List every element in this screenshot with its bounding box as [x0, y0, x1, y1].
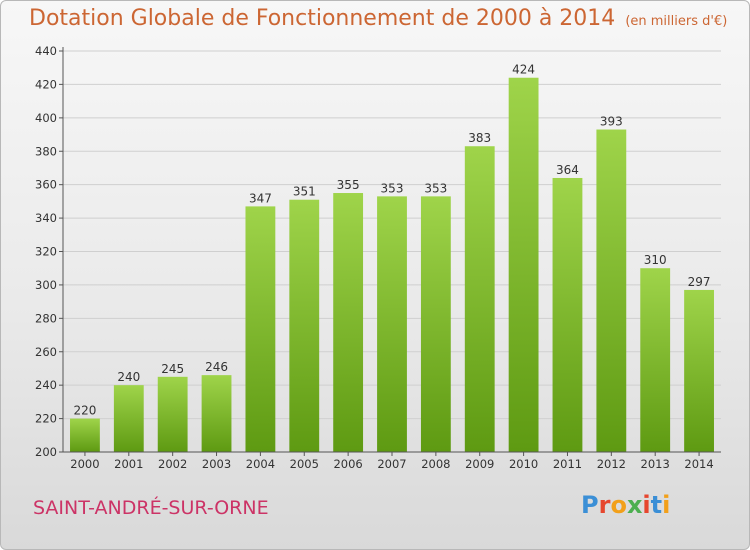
y-tick-label: 440	[35, 44, 57, 58]
bar[interactable]	[596, 129, 627, 452]
x-tick-label: 2000	[70, 457, 99, 471]
axes	[59, 47, 721, 456]
x-tick-label: 2003	[202, 457, 231, 471]
x-tick-label: 2014	[684, 457, 713, 471]
x-tick-label: 2005	[290, 457, 319, 471]
data-label: 383	[468, 131, 491, 145]
commune-name: SAINT-ANDRÉ-SUR-ORNE	[33, 497, 269, 519]
y-tick-label: 220	[35, 412, 57, 426]
x-tick-label: 2007	[377, 457, 406, 471]
data-label: 355	[337, 178, 360, 192]
bar[interactable]	[201, 375, 232, 452]
data-label: 245	[161, 362, 184, 376]
bar[interactable]	[245, 206, 276, 452]
x-tick-label: 2006	[333, 457, 362, 471]
data-label: 310	[644, 253, 667, 267]
bar[interactable]	[464, 146, 495, 453]
proxiti-logo[interactable]: Proxiti	[581, 491, 670, 519]
bar[interactable]	[420, 196, 451, 452]
data-label: 351	[293, 185, 316, 199]
y-tick-label: 300	[35, 278, 57, 292]
chart-subtitle: (en milliers d'€)	[625, 14, 728, 29]
bar[interactable]	[113, 385, 144, 452]
y-tick-label: 280	[35, 311, 57, 325]
logo-letter: t	[650, 491, 663, 519]
bar[interactable]	[157, 376, 188, 452]
x-tick-label: 2013	[641, 457, 670, 471]
y-tick-label: 320	[35, 245, 57, 259]
bars	[70, 77, 714, 453]
x-tick-label: 2009	[465, 457, 494, 471]
bar[interactable]	[508, 77, 539, 452]
data-label: 220	[73, 404, 96, 418]
title-text: Dotation Globale de Fonctionnement de 20…	[29, 6, 616, 31]
data-label: 240	[117, 370, 140, 384]
bar[interactable]	[333, 193, 364, 453]
x-tick-label: 2010	[509, 457, 538, 471]
x-tick-label: 2002	[158, 457, 187, 471]
bar[interactable]	[70, 418, 100, 452]
x-tick-label: 2008	[421, 457, 450, 471]
data-label: 347	[249, 191, 272, 205]
y-tick-label: 260	[35, 345, 57, 359]
data-label: 364	[556, 163, 579, 177]
x-tick-label: 2004	[246, 457, 275, 471]
logo-letter: i	[662, 491, 671, 519]
bar[interactable]	[684, 289, 714, 452]
bar[interactable]	[640, 268, 671, 452]
data-label: 393	[600, 115, 623, 129]
y-tick-label: 200	[35, 445, 57, 459]
y-tick-label: 420	[35, 77, 57, 91]
logo-letter: r	[598, 491, 611, 519]
y-tick-label: 380	[35, 144, 57, 158]
chart-title: Dotation Globale de Fonctionnement de 20…	[29, 6, 727, 31]
y-tick-label: 240	[35, 378, 57, 392]
bar[interactable]	[289, 199, 320, 452]
bar[interactable]	[377, 196, 407, 452]
data-label: 246	[205, 360, 228, 374]
x-tick-label: 2012	[597, 457, 626, 471]
x-tick-label: 2011	[553, 457, 582, 471]
data-label: 353	[381, 181, 404, 195]
logo-letter: i	[642, 491, 651, 519]
logo-letter: o	[610, 491, 627, 519]
bar[interactable]	[552, 177, 583, 452]
logo-letter: x	[626, 491, 643, 519]
y-tick-label: 340	[35, 211, 57, 225]
y-tick-label: 360	[35, 178, 57, 192]
x-tick-label: 2001	[114, 457, 143, 471]
data-label: 353	[424, 181, 447, 195]
logo-letter: P	[581, 491, 599, 519]
labels: 200 220 240 260 280 300 320 340 360 380 400 420 440 2…	[35, 44, 714, 471]
y-tick-label: 400	[35, 111, 57, 125]
data-label: 297	[688, 275, 711, 289]
data-label: 424	[512, 63, 535, 77]
